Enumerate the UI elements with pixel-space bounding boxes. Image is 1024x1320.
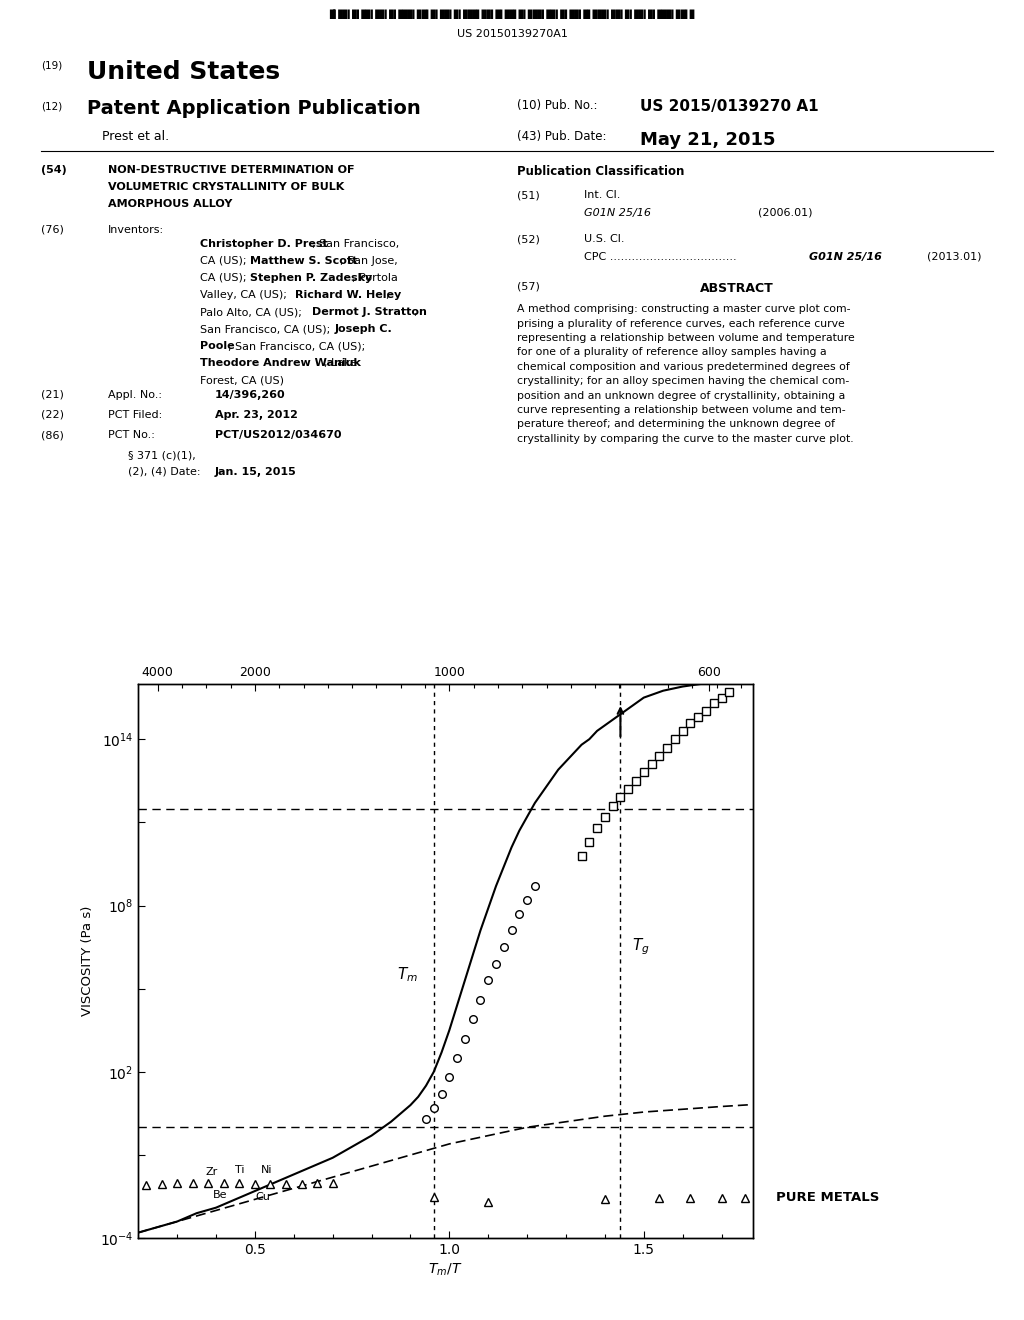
Text: CA (US);: CA (US); (200, 273, 250, 282)
Text: A method comprising: constructing a master curve plot com-
prising a plurality o: A method comprising: constructing a mast… (517, 304, 855, 444)
Text: Theodore Andrew Waniuk: Theodore Andrew Waniuk (200, 358, 360, 368)
Text: PURE METALS: PURE METALS (776, 1192, 880, 1204)
Text: ,: , (385, 290, 389, 300)
Text: (43) Pub. Date:: (43) Pub. Date: (517, 129, 606, 143)
Text: (2), (4) Date:: (2), (4) Date: (128, 467, 201, 477)
Y-axis label: VISCOSITY (Pa s): VISCOSITY (Pa s) (81, 906, 94, 1016)
Text: █▌██▌█▌██▌██▌█▌███▌██▌█▌██▌█▌███▌██▌█▌██▌█▌███▌██▌█▌██▌█▌███▌██▌█▌██▌█▌███▌██▌█: █▌██▌█▌██▌██▌█▌███▌██▌█▌██▌█▌███▌██▌█▌██… (330, 9, 694, 18)
Text: Matthew S. Scott: Matthew S. Scott (250, 256, 357, 265)
Text: Cu: Cu (255, 1192, 270, 1201)
Text: § 371 (c)(1),: § 371 (c)(1), (128, 450, 196, 461)
Text: (76): (76) (41, 224, 63, 235)
Text: Ni: Ni (261, 1166, 272, 1175)
Text: Stephen P. Zadesky: Stephen P. Zadesky (250, 273, 373, 282)
Text: PCT/US2012/034670: PCT/US2012/034670 (215, 430, 342, 440)
Text: PCT No.:: PCT No.: (108, 430, 155, 440)
Text: G01N 25/16: G01N 25/16 (809, 252, 882, 261)
Text: (19): (19) (41, 61, 62, 70)
Text: Patent Application Publication: Patent Application Publication (87, 99, 421, 119)
Text: (21): (21) (41, 389, 63, 400)
Text: Ti: Ti (234, 1166, 244, 1175)
Text: AMORPHOUS ALLOY: AMORPHOUS ALLOY (108, 199, 231, 209)
Text: United States: United States (87, 61, 281, 84)
Text: , Portola: , Portola (352, 273, 397, 282)
Text: (12): (12) (41, 102, 62, 111)
Text: (2013.01): (2013.01) (927, 252, 981, 261)
Text: CA (US);: CA (US); (200, 256, 250, 265)
X-axis label: $T_m/T$: $T_m/T$ (428, 1261, 463, 1278)
Text: (22): (22) (41, 411, 63, 420)
Text: Valley, CA (US);: Valley, CA (US); (200, 290, 290, 300)
Text: Zr: Zr (206, 1167, 218, 1176)
Text: Int. Cl.: Int. Cl. (584, 190, 621, 201)
Text: Forest, CA (US): Forest, CA (US) (200, 375, 284, 385)
Text: Christopher D. Prest: Christopher D. Prest (200, 239, 328, 248)
Text: Inventors:: Inventors: (108, 224, 164, 235)
Text: 14/396,260: 14/396,260 (215, 389, 286, 400)
Text: US 20150139270A1: US 20150139270A1 (457, 29, 567, 38)
Text: PCT Filed:: PCT Filed: (108, 411, 162, 420)
Text: (54): (54) (41, 165, 67, 174)
Text: (2006.01): (2006.01) (758, 207, 812, 218)
Text: ABSTRACT: ABSTRACT (700, 282, 774, 294)
Text: ,: , (414, 308, 417, 317)
Text: G01N 25/16: G01N 25/16 (584, 207, 650, 218)
Text: (57): (57) (517, 282, 540, 292)
Text: $T_m$: $T_m$ (397, 965, 418, 985)
Text: (51): (51) (517, 190, 540, 201)
Text: Joseph C.: Joseph C. (335, 325, 392, 334)
Text: Apr. 23, 2012: Apr. 23, 2012 (215, 411, 298, 420)
Text: Richard W. Heley: Richard W. Heley (295, 290, 401, 300)
Text: VOLUMETRIC CRYSTALLINITY OF BULK: VOLUMETRIC CRYSTALLINITY OF BULK (108, 182, 344, 191)
Text: $T_g$: $T_g$ (632, 937, 650, 957)
Text: CPC ...................................: CPC ................................... (584, 252, 736, 261)
Text: , San Jose,: , San Jose, (340, 256, 398, 265)
Text: (10) Pub. No.:: (10) Pub. No.: (517, 99, 598, 112)
Text: U.S. Cl.: U.S. Cl. (584, 235, 625, 244)
Text: Jan. 15, 2015: Jan. 15, 2015 (215, 467, 297, 477)
Text: (86): (86) (41, 430, 63, 440)
Text: Publication Classification: Publication Classification (517, 165, 684, 178)
Text: , Lake: , Lake (324, 358, 356, 368)
Text: Appl. No.:: Appl. No.: (108, 389, 162, 400)
Text: US 2015/0139270 A1: US 2015/0139270 A1 (640, 99, 818, 115)
Text: Prest et al.: Prest et al. (102, 129, 170, 143)
Text: , San Francisco,: , San Francisco, (312, 239, 399, 248)
Text: Poole: Poole (200, 342, 234, 351)
Text: May 21, 2015: May 21, 2015 (640, 131, 775, 149)
Text: San Francisco, CA (US);: San Francisco, CA (US); (200, 325, 334, 334)
Text: Dermot J. Stratton: Dermot J. Stratton (312, 308, 427, 317)
Text: , San Francisco, CA (US);: , San Francisco, CA (US); (227, 342, 366, 351)
Text: Be: Be (213, 1191, 227, 1200)
Text: Palo Alto, CA (US);: Palo Alto, CA (US); (200, 308, 305, 317)
Text: NON-DESTRUCTIVE DETERMINATION OF: NON-DESTRUCTIVE DETERMINATION OF (108, 165, 354, 174)
Text: (52): (52) (517, 235, 540, 244)
